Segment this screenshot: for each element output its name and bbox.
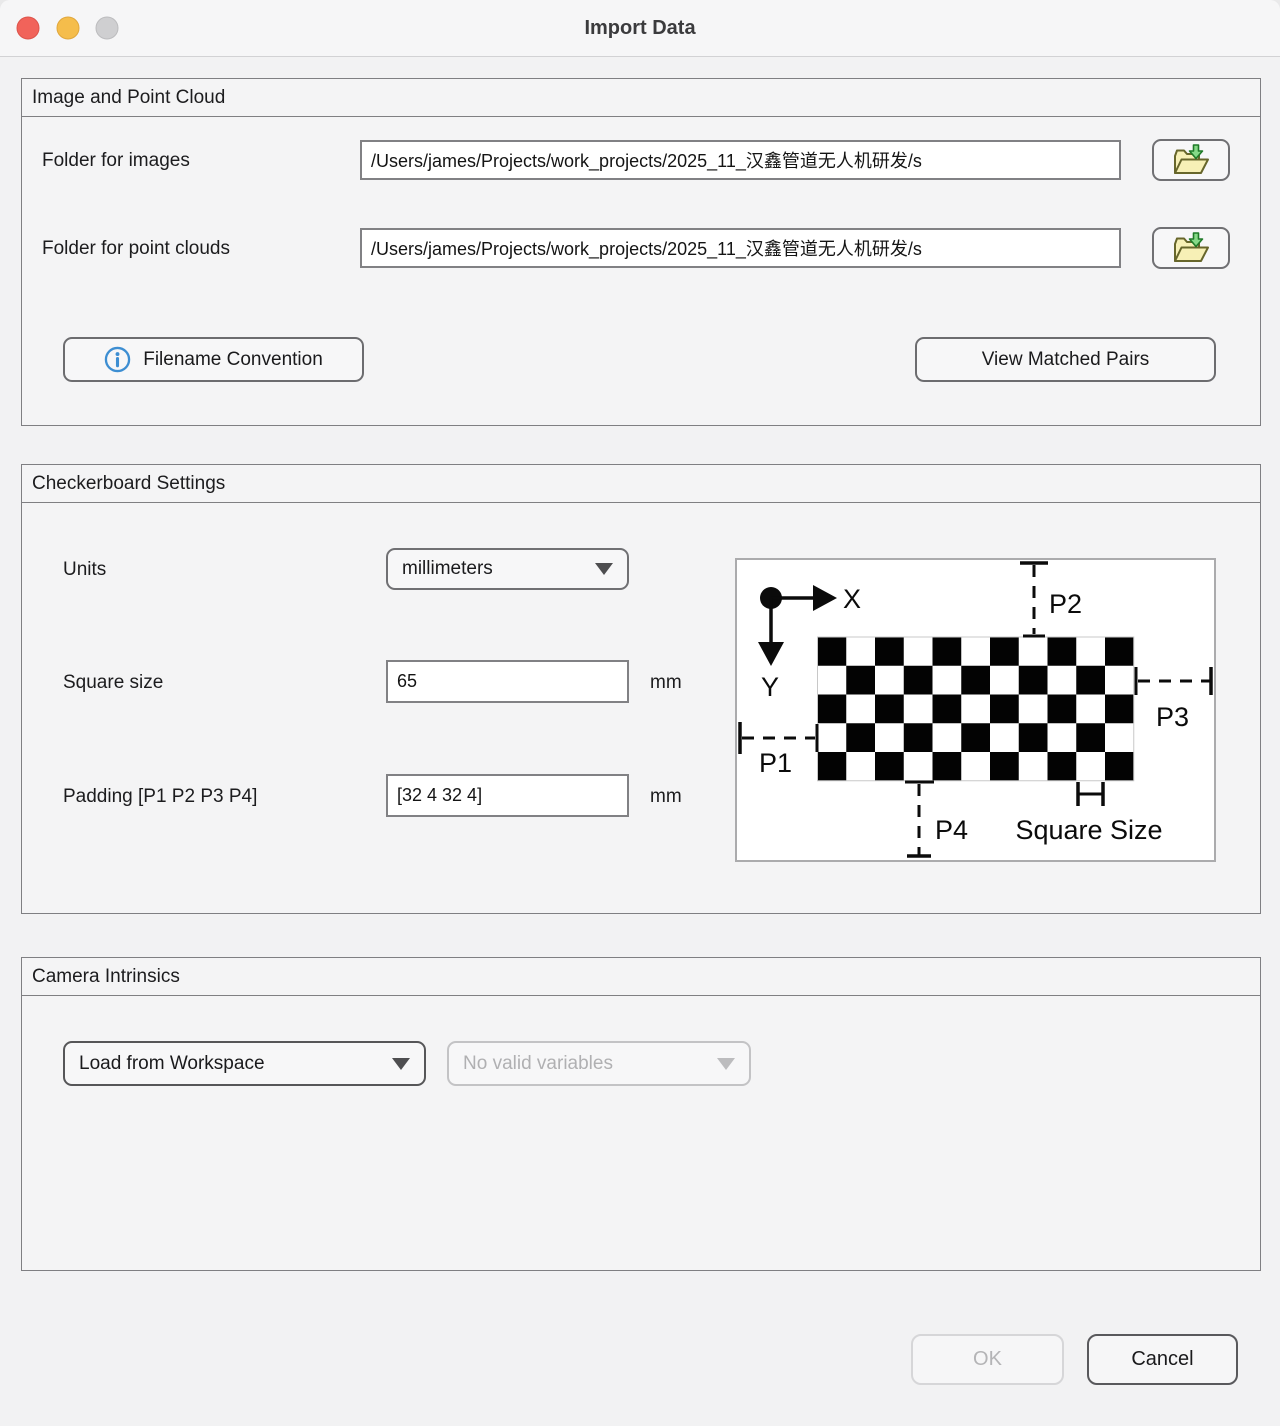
square-size-value: 65 bbox=[397, 671, 418, 691]
open-folder-icon bbox=[1174, 144, 1209, 174]
section-title: Camera Intrinsics bbox=[22, 958, 1260, 996]
folder-for-point-clouds-input[interactable]: /Users/james/Projects/work_projects/2025… bbox=[360, 228, 1121, 268]
dropdown-arrow-icon bbox=[595, 563, 613, 575]
p1-label: P1 bbox=[759, 748, 792, 778]
titlebar: Import Data bbox=[0, 0, 1280, 57]
browse-images-button[interactable] bbox=[1152, 139, 1230, 181]
padding-input[interactable]: [32 4 32 4] bbox=[386, 774, 629, 817]
dropdown-arrow-icon bbox=[392, 1057, 410, 1070]
intrinsics-source-value: Load from Workspace bbox=[79, 1052, 265, 1074]
section-title: Checkerboard Settings bbox=[22, 465, 1260, 503]
checkerboard-diagram: X Y P2 P3 P1 P4 bbox=[735, 558, 1216, 862]
checkerboard-diagram-svg: X Y P2 P3 P1 P4 bbox=[738, 561, 1213, 858]
cancel-label: Cancel bbox=[1131, 1348, 1194, 1370]
ok-label: OK bbox=[973, 1348, 1002, 1370]
square-size-input[interactable]: 65 bbox=[386, 660, 629, 703]
units-value: millimeters bbox=[402, 558, 493, 579]
view-matched-pairs-button[interactable]: View Matched Pairs bbox=[915, 337, 1216, 382]
browse-point-clouds-button[interactable] bbox=[1152, 227, 1230, 269]
traffic-lights bbox=[16, 16, 119, 40]
section-title: Image and Point Cloud bbox=[22, 79, 1260, 117]
square-size-diagram-label: Square Size bbox=[1015, 815, 1162, 845]
p3-label: P3 bbox=[1156, 702, 1189, 732]
checkerboard-pattern bbox=[817, 636, 1135, 782]
view-matched-pairs-label: View Matched Pairs bbox=[981, 348, 1150, 370]
open-folder-icon bbox=[1174, 232, 1209, 262]
info-icon bbox=[104, 346, 131, 373]
x-arrow-icon bbox=[813, 585, 837, 611]
units-label: Units bbox=[63, 559, 107, 580]
intrinsics-variable-value: No valid variables bbox=[463, 1052, 613, 1074]
filename-convention-button[interactable]: Filename Convention bbox=[63, 337, 364, 382]
y-axis-label: Y bbox=[761, 672, 779, 702]
p4-label: P4 bbox=[935, 815, 968, 845]
zoom-icon bbox=[95, 16, 119, 40]
p2-label: P2 bbox=[1049, 589, 1082, 619]
square-size-label: Square size bbox=[63, 672, 164, 693]
filename-convention-label: Filename Convention bbox=[143, 348, 323, 370]
folder-for-images-value: /Users/james/Projects/work_projects/2025… bbox=[371, 151, 922, 171]
intrinsics-variable-dropdown: No valid variables bbox=[447, 1041, 751, 1086]
dropdown-arrow-icon bbox=[717, 1057, 735, 1070]
intrinsics-source-dropdown[interactable]: Load from Workspace bbox=[63, 1041, 426, 1086]
folder-for-images-label: Folder for images bbox=[42, 150, 190, 171]
folder-for-images-input[interactable]: /Users/james/Projects/work_projects/2025… bbox=[360, 140, 1121, 180]
x-axis-label: X bbox=[843, 584, 861, 614]
ok-button: OK bbox=[911, 1334, 1064, 1385]
cancel-button[interactable]: Cancel bbox=[1087, 1334, 1238, 1385]
minimize-icon[interactable] bbox=[56, 16, 80, 40]
padding-label: Padding [P1 P2 P3 P4] bbox=[63, 786, 258, 807]
y-arrow-icon bbox=[758, 642, 784, 666]
units-dropdown[interactable]: millimeters bbox=[386, 548, 629, 590]
padding-unit-label: mm bbox=[650, 786, 682, 807]
padding-value: [32 4 32 4] bbox=[397, 785, 483, 805]
folder-for-point-clouds-value: /Users/james/Projects/work_projects/2025… bbox=[371, 239, 922, 259]
folder-for-point-clouds-label: Folder for point clouds bbox=[42, 238, 230, 259]
section-camera-intrinsics: Camera Intrinsics bbox=[21, 957, 1261, 1271]
window-title: Import Data bbox=[584, 16, 696, 39]
square-size-unit-label: mm bbox=[650, 672, 682, 693]
close-icon[interactable] bbox=[16, 16, 40, 40]
